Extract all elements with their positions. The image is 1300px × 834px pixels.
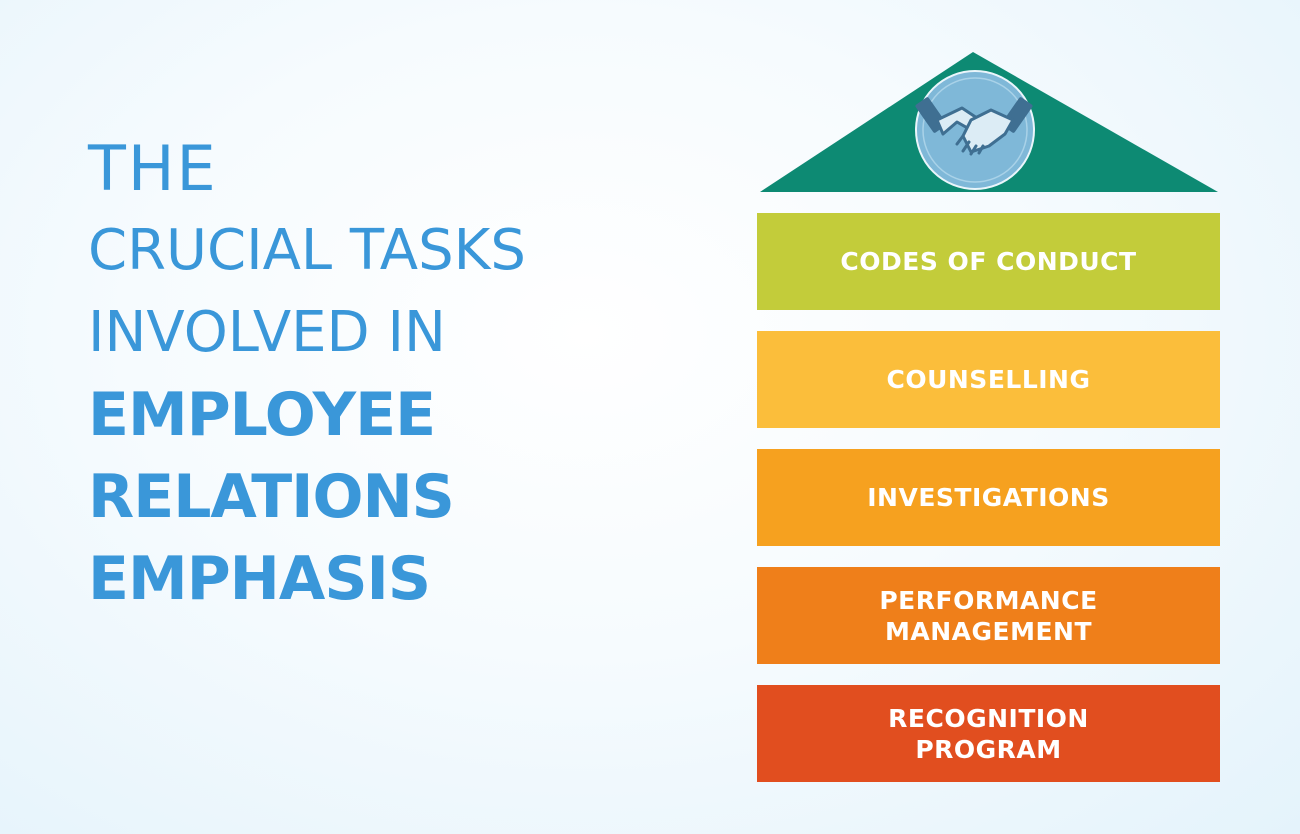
task-block-performance-management: PERFORMANCE MANAGEMENT (757, 567, 1220, 664)
handshake-icon (915, 70, 1035, 190)
headline: THE CRUCIAL TASKS INVOLVED IN EMPLOYEE R… (88, 128, 688, 620)
headline-line-crucial-tasks: CRUCIAL TASKS (88, 218, 526, 283)
task-block-codes-of-conduct: CODES OF CONDUCT (757, 213, 1220, 310)
headline-line-emphasis: EMPHASIS (88, 544, 431, 614)
headline-line-the: THE (88, 132, 218, 205)
roof (760, 52, 1218, 192)
headline-line-involved-in: INVOLVED IN (88, 300, 446, 365)
task-block-recognition-program: RECOGNITION PROGRAM (757, 685, 1220, 782)
house-diagram: CODES OF CONDUCT COUNSELLING INVESTIGATI… (757, 50, 1220, 790)
headline-line-employee: EMPLOYEE (88, 380, 436, 450)
task-block-counselling: COUNSELLING (757, 331, 1220, 428)
task-block-investigations: INVESTIGATIONS (757, 449, 1220, 546)
headline-line-relations: RELATIONS (88, 462, 455, 532)
